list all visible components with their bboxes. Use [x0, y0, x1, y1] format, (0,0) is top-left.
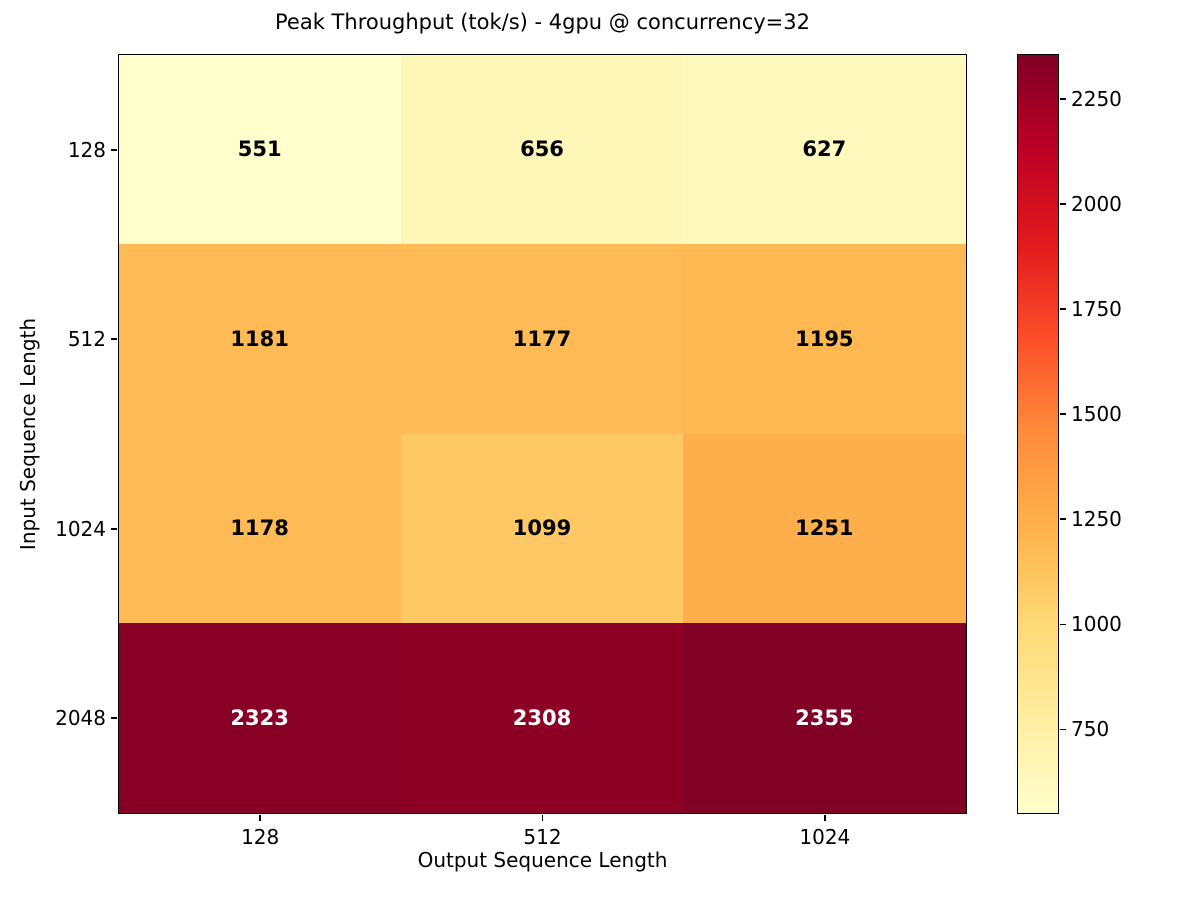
colorbar-tick-label: 1750 [1071, 297, 1122, 322]
colorbar-tick-label: 750 [1071, 717, 1110, 742]
tick-mark [111, 148, 118, 151]
heatmap-cell [683, 623, 966, 813]
tick-mark [824, 814, 826, 821]
cell-value: 656 [520, 137, 564, 162]
cell-value: 2355 [795, 705, 854, 730]
cell-value: 551 [237, 137, 282, 162]
colorbar-tick-label: 2000 [1071, 192, 1122, 217]
colorbar-tick-label: 1500 [1071, 402, 1122, 427]
colorbar-tick-label: 1250 [1071, 507, 1122, 532]
tick-mark [1059, 203, 1066, 205]
tick-mark [111, 527, 118, 530]
y-tick-label: 128 [67, 137, 106, 162]
cell-value: 1181 [230, 326, 289, 351]
heatmap-plot: 551 656 627 1181 1177 1195 1178 1099 1251 2323 230… [117, 53, 967, 814]
tick-mark [111, 338, 118, 341]
tick-mark [1059, 623, 1066, 626]
heatmap-cell [400, 623, 684, 813]
tick-mark [259, 814, 261, 821]
cell-value: 1195 [795, 326, 854, 351]
heatmap-cell [400, 244, 684, 434]
cell-value: 2308 [512, 705, 572, 730]
x-tick-label: 1024 [799, 825, 851, 849]
heatmap-cell [118, 244, 402, 434]
heatmap-cell [118, 54, 402, 245]
y-tick-label: 2048 [55, 706, 106, 731]
x-tick-label: 128 [241, 825, 280, 849]
colorbar-tick-label: 1000 [1071, 612, 1122, 637]
tick-mark [1059, 518, 1066, 521]
heatmap-cell [118, 623, 402, 813]
tick-mark [1059, 728, 1066, 731]
heatmap-cell [683, 244, 966, 434]
y-tick-label: 512 [67, 327, 106, 352]
cell-value: 1177 [512, 326, 572, 351]
tick-mark [541, 814, 544, 821]
cell-value: 1178 [230, 516, 289, 541]
heatmap-cell [683, 54, 966, 245]
colorbar-tick-label: 2250 [1071, 87, 1122, 112]
tick-mark [1059, 308, 1066, 310]
cell-value: 1251 [795, 516, 854, 541]
chart-title: Peak Throughput (tok/s) - 4gpu @ concurr… [275, 10, 810, 34]
tick-mark [1059, 413, 1066, 416]
x-axis-label: Output Sequence Length [417, 848, 668, 872]
heatmap-cell [400, 54, 684, 245]
cell-value: 1099 [512, 516, 572, 541]
y-tick-label: 1024 [55, 516, 106, 541]
y-axis-label: Input Sequence Length [16, 317, 40, 551]
tick-mark [111, 717, 118, 720]
x-tick-label: 512 [523, 825, 562, 849]
tick-mark [1059, 98, 1066, 100]
heatmap-cell [683, 433, 966, 624]
colorbar [1016, 53, 1059, 814]
cell-value: 2323 [230, 705, 289, 730]
heatmap-cell [118, 433, 402, 624]
cell-value: 627 [802, 137, 847, 162]
heatmap-cell [400, 433, 684, 624]
